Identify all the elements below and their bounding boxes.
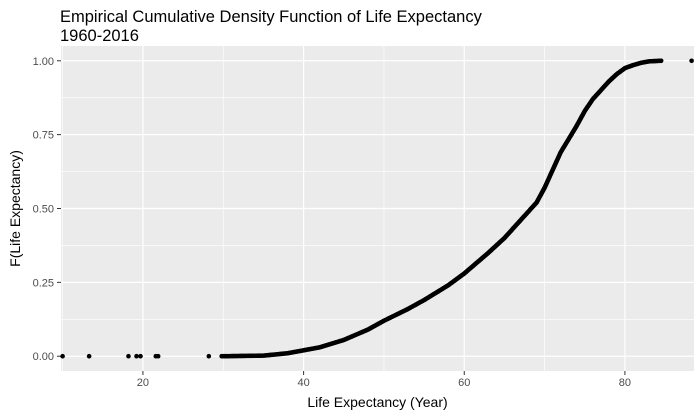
y-tick-label: 1.00 (33, 56, 54, 68)
data-point (60, 353, 65, 359)
axis-ticks (57, 60, 626, 375)
y-tick-label: 0.50 (33, 204, 54, 216)
y-tick-label: 0.75 (33, 130, 54, 142)
chart-title-line-2: 1960-2016 (60, 27, 139, 45)
chart-title-line-1: Empirical Cumulative Density Function of… (60, 8, 483, 26)
data-point (134, 353, 139, 359)
data-point (206, 353, 212, 359)
data-point (658, 58, 664, 64)
x-axis-tick-labels: 20 40 60 80 (137, 377, 631, 389)
y-tick-label: 0.00 (33, 351, 54, 363)
y-tick-label: 0.25 (33, 277, 54, 289)
data-point (155, 353, 161, 359)
y-axis-tick-labels: 0.00 0.25 0.50 0.75 1.00 (33, 56, 54, 363)
x-tick-label: 80 (619, 377, 631, 389)
data-points (60, 58, 694, 359)
major-gridlines (61, 46, 694, 371)
x-tick-label: 40 (297, 377, 309, 389)
data-point (689, 58, 694, 64)
x-axis-title: Life Expectancy (Year) (307, 394, 447, 410)
data-point (138, 353, 143, 359)
x-tick-label: 60 (458, 377, 470, 389)
x-tick-label: 20 (137, 377, 149, 389)
data-point (86, 353, 92, 359)
y-axis-title: F(Life Expectancy) (7, 150, 23, 267)
data-point (126, 353, 131, 359)
